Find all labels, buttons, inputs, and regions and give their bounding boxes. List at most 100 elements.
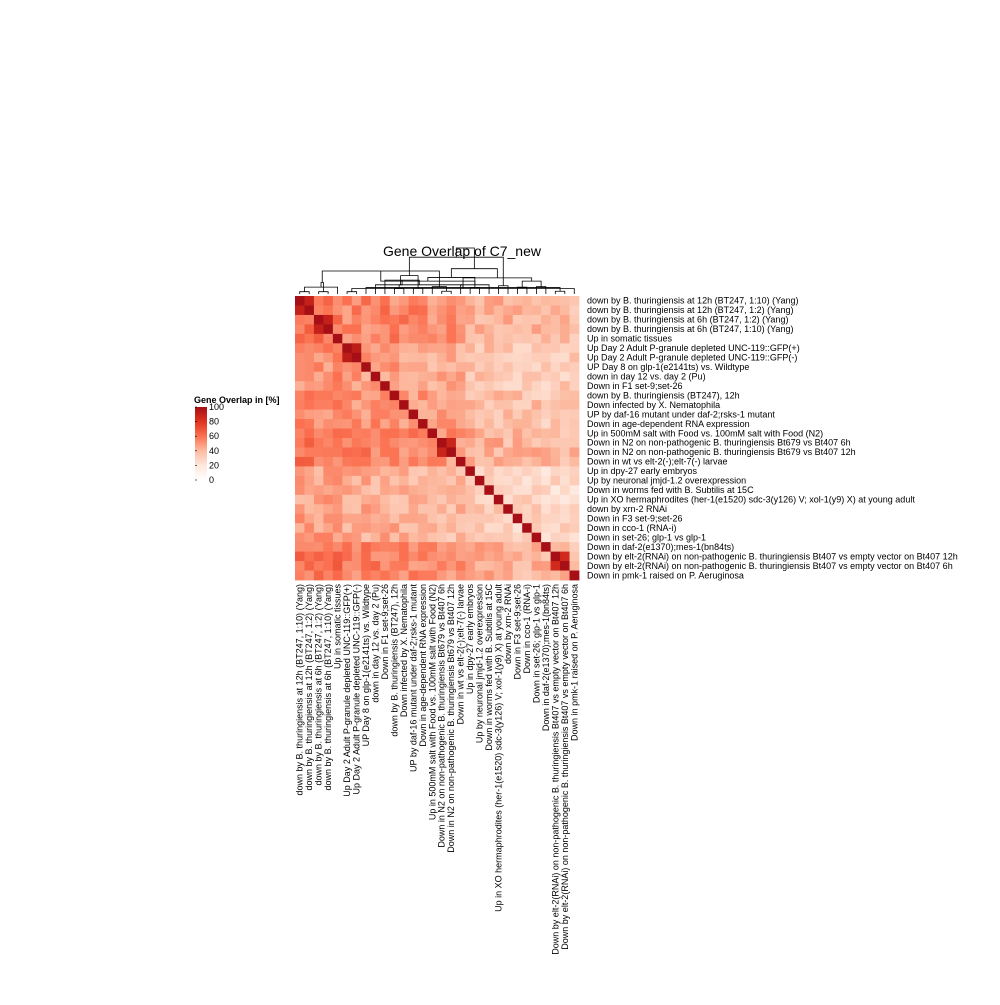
heatmap-cell <box>541 542 551 552</box>
row-label: Up in dpy-27 early embryos <box>587 466 698 476</box>
heatmap-cell <box>389 296 400 306</box>
heatmap-cell <box>361 523 372 534</box>
row-label: Up Day 2 Adult P-granule depleted UNC-11… <box>587 353 797 363</box>
heatmap-cell <box>474 551 485 562</box>
heatmap-cell <box>351 523 362 534</box>
heatmap-cell <box>295 409 305 420</box>
heatmap-cell <box>427 324 438 335</box>
heatmap-cell <box>418 362 428 373</box>
heatmap-cell <box>474 371 485 382</box>
heatmap-cell <box>465 409 476 420</box>
heatmap-cell <box>313 343 324 354</box>
column-label: Down in pmk-1 raised on P. Aeruginosa <box>569 584 579 741</box>
heatmap-cell <box>418 314 428 325</box>
heatmap-cell <box>531 296 542 306</box>
heatmap-cell <box>484 343 495 354</box>
heatmap-cell <box>569 485 580 496</box>
heatmap-cell <box>503 381 514 392</box>
heatmap-cell <box>295 296 305 306</box>
heatmap-cell <box>295 314 305 325</box>
row-label: Up in XO hermaphrodites (her-1(e1520) sd… <box>587 495 915 505</box>
heatmap-cell <box>541 485 551 496</box>
heatmap-cell <box>323 438 334 448</box>
heatmap-cell <box>295 523 305 534</box>
heatmap-cell <box>399 343 409 354</box>
heatmap-cell <box>437 390 447 401</box>
heatmap-cell <box>531 333 542 344</box>
column-label: down by B. thuringiensis (BT247), 12h <box>389 584 399 737</box>
heatmap-cell <box>295 570 305 581</box>
heatmap-cell <box>484 371 495 382</box>
heatmap-cell <box>465 456 476 467</box>
heatmap-cell <box>332 551 343 562</box>
heatmap-cell <box>418 551 428 562</box>
heatmap-cell <box>418 466 428 477</box>
heatmap-cell <box>560 333 570 344</box>
heatmap-cell <box>446 409 457 420</box>
heatmap-cell <box>560 296 570 306</box>
heatmap-cell <box>522 438 533 448</box>
heatmap-cell <box>569 513 580 524</box>
heatmap-cell <box>418 494 428 505</box>
heatmap-cell <box>295 466 305 477</box>
heatmap-cell <box>522 561 533 571</box>
heatmap-cell <box>313 551 324 562</box>
heatmap-cell <box>446 551 457 562</box>
heatmap-cell <box>351 419 362 429</box>
heatmap-cell <box>455 447 466 458</box>
heatmap-cell <box>569 333 580 344</box>
heatmap-cell <box>484 324 495 335</box>
heatmap-cell <box>437 456 447 467</box>
heatmap-cell <box>560 400 570 410</box>
heatmap-cell <box>399 419 409 429</box>
heatmap-cell <box>370 466 381 477</box>
heatmap-cell <box>380 494 391 505</box>
heatmap-cell <box>522 314 533 325</box>
heatmap-cell <box>503 343 514 354</box>
heatmap-cell <box>455 561 466 571</box>
heatmap-cell <box>446 381 457 392</box>
heatmap-cell <box>323 532 334 543</box>
heatmap-cell <box>380 447 391 458</box>
heatmap-cell <box>342 371 353 382</box>
column-label: Down in worms fed with B. Subtilis at 15… <box>484 584 494 751</box>
heatmap-cell <box>493 475 504 486</box>
heatmap-cell <box>342 352 353 363</box>
heatmap-cell <box>418 513 428 524</box>
heatmap-cell <box>389 456 400 467</box>
heatmap-cell <box>484 428 495 439</box>
heatmap-cell <box>455 542 466 552</box>
heatmap-cell <box>380 390 391 401</box>
heatmap-cell <box>522 400 533 410</box>
heatmap-cell <box>313 409 324 420</box>
heatmap-cell <box>541 570 551 581</box>
heatmap-cell <box>408 438 419 448</box>
heatmap-cell <box>484 296 495 306</box>
heatmap-cell <box>408 381 419 392</box>
heatmap-cell <box>484 551 495 562</box>
heatmap-cell <box>465 390 476 401</box>
heatmap-cell <box>531 551 542 562</box>
heatmap-cell <box>560 324 570 335</box>
heatmap-cell <box>408 324 419 335</box>
heatmap-cell <box>493 542 504 552</box>
heatmap-cell <box>503 400 514 410</box>
heatmap-cell <box>361 352 372 363</box>
heatmap-cell <box>323 494 334 505</box>
heatmap-cell <box>389 551 400 562</box>
heatmap-cell <box>512 494 523 505</box>
heatmap-cell <box>304 494 315 505</box>
heatmap-cell <box>304 381 315 392</box>
heatmap-cell <box>531 390 542 401</box>
heatmap-cell <box>380 504 391 515</box>
column-label: Down infected by X. Nematophila <box>399 584 409 717</box>
heatmap-cell <box>503 419 514 429</box>
heatmap-cell <box>512 390 523 401</box>
heatmap-cell <box>493 456 504 467</box>
column-label: Down in F1 set-9;set-26 <box>380 584 390 680</box>
heatmap-cell <box>351 324 362 335</box>
heatmap-cell <box>332 362 343 373</box>
heatmap-cell <box>389 400 400 410</box>
heatmap-cell <box>569 523 580 534</box>
heatmap-cell <box>389 314 400 325</box>
